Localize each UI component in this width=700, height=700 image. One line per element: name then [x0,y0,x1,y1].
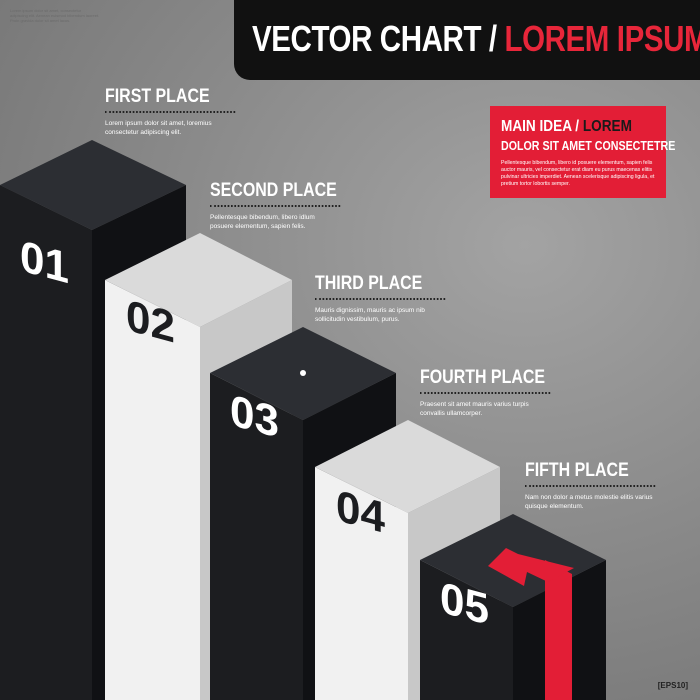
label-title: SECOND PLACE [210,180,341,207]
callout-heading-white: MAIN IDEA / [501,118,583,135]
label-text: Lorem ipsum dolor sit amet, loremius con… [105,120,212,136]
label-first-place: FIRST PLACE Lorem ipsum dolor sit amet, … [105,86,260,137]
label-title: FIFTH PLACE [525,460,656,487]
label-text: Nam non dolor a metus molestie elitis va… [525,494,653,510]
label-title: THIRD PLACE [315,273,446,300]
bar-fifth-place: 05 [420,514,606,700]
title-part-1: VECTOR CHART / [252,18,505,59]
main-idea-callout: MAIN IDEA / LOREM DOLOR SIT AMET CONSECT… [490,106,675,198]
title-part-2: LOREM IPSUM [504,18,700,59]
page-title: VECTOR CHART / LOREM IPSUM [252,18,700,60]
label-title: FIRST PLACE [105,86,236,113]
title-bar: VECTOR CHART / LOREM IPSUM [234,0,700,80]
label-third-place: THIRD PLACE Mauris dignissim, mauris ac … [315,273,470,324]
label-text: Praesent sit amet mauris varius turpis c… [420,401,529,417]
top-left-small-text: Lorem ipsum dolor sit amet, consectetur … [10,8,100,23]
decorative-dot [300,370,306,376]
label-fourth-place: FOURTH PLACE Praesent sit amet mauris va… [420,367,575,418]
red-arrow-icon [545,560,572,700]
label-title: FOURTH PLACE [420,367,551,394]
label-text: Pellentesque bibendum, libero idlum posu… [210,214,315,230]
callout-heading-dark: LOREM [582,118,632,135]
callout-subheading: DOLOR SIT AMET CONSECTETRE [501,138,676,153]
eps-badge: [EPS10] [657,681,688,690]
callout-heading: MAIN IDEA / LOREM [501,118,632,136]
red-arrow-head [488,548,574,586]
label-second-place: SECOND PLACE Pellentesque bibendum, libe… [210,180,365,231]
label-fifth-place: FIFTH PLACE Nam non dolor a metus molest… [525,460,680,511]
callout-body: Pellentesque bibendum, libero id posuere… [501,160,655,187]
label-text: Mauris dignissim, mauris ac ipsum nib so… [315,307,425,323]
